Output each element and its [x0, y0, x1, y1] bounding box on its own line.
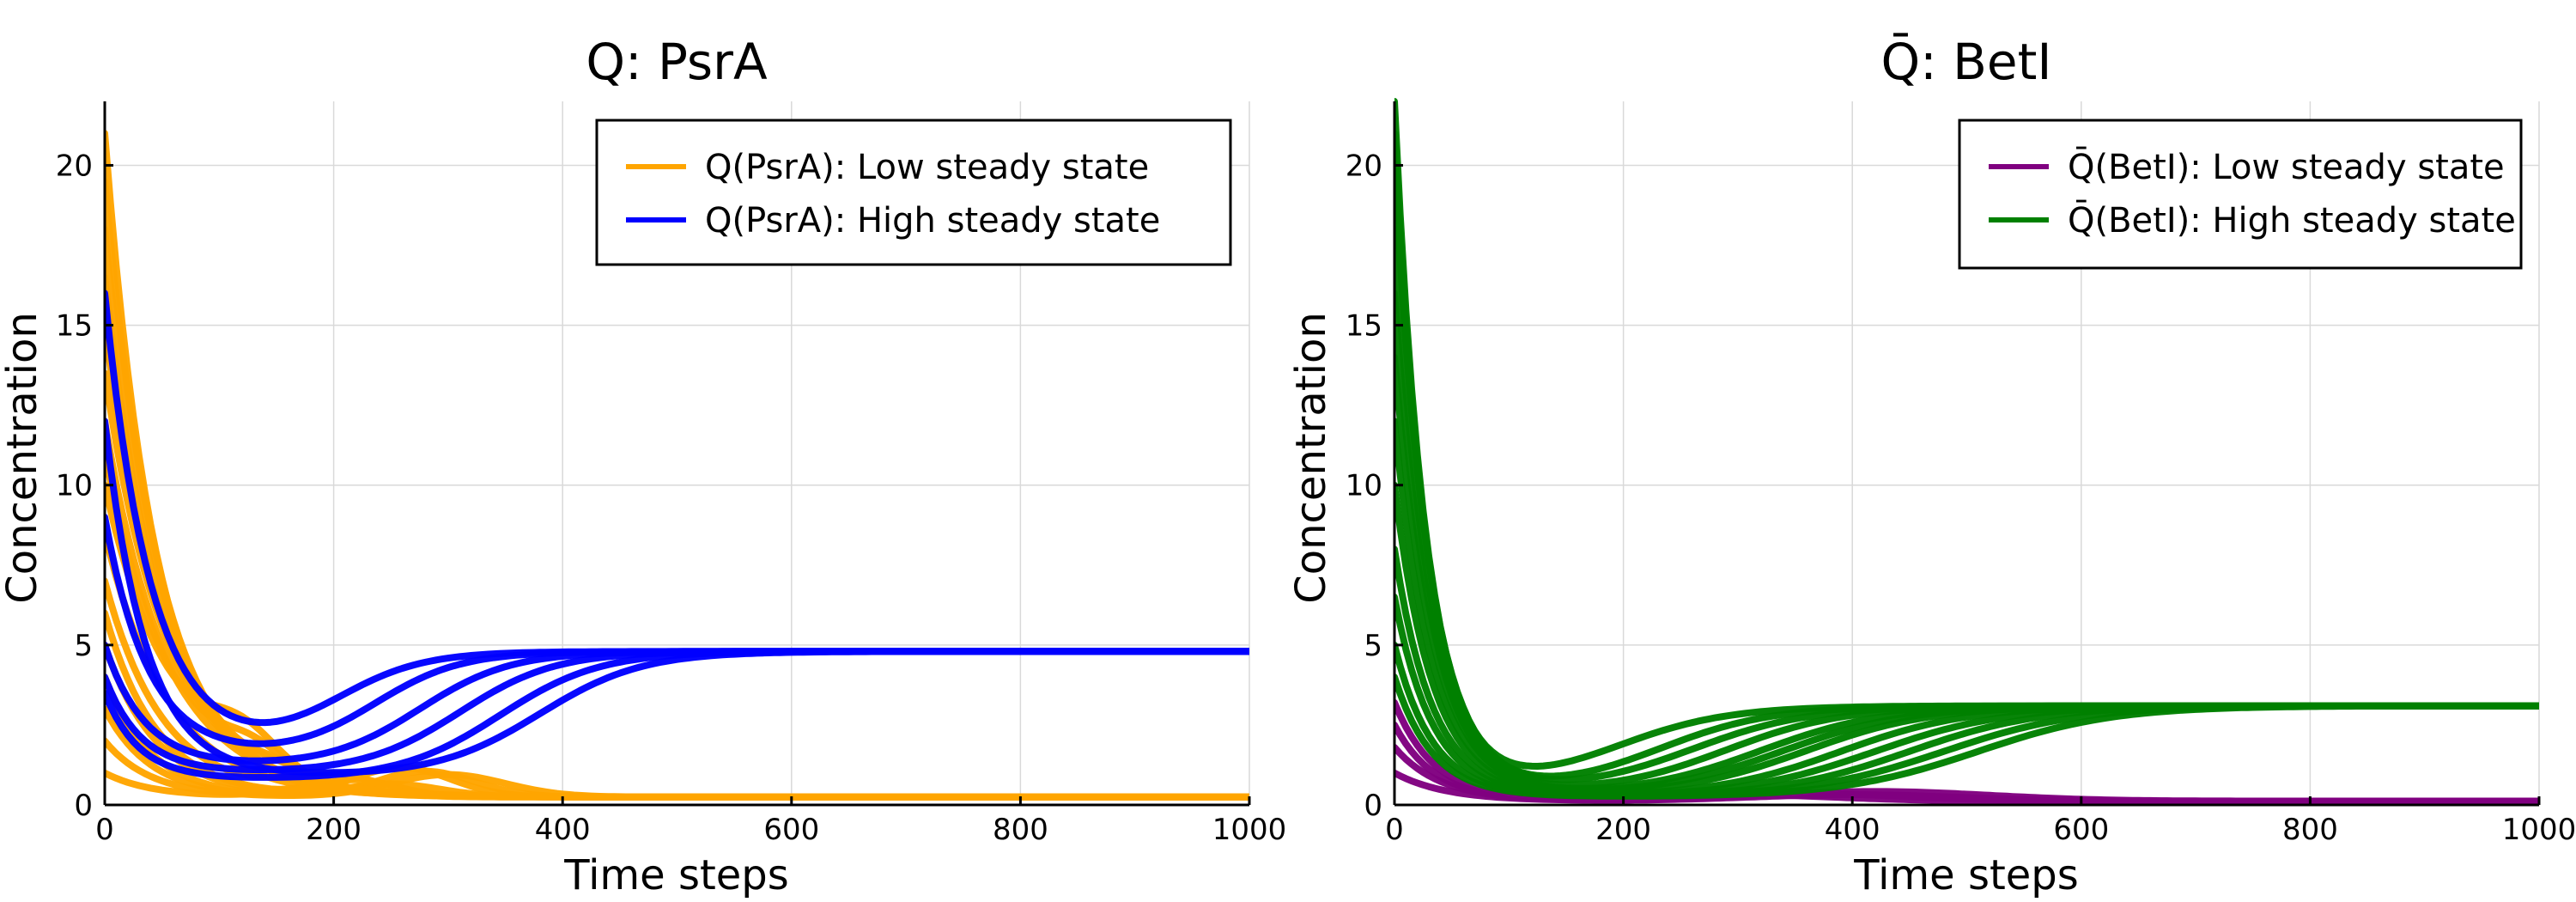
legend: Q(PsrA): Low steady state Q(PsrA): High s…	[595, 119, 1232, 266]
legend-entry: Q̄(BetI): High steady state	[2068, 199, 2516, 241]
series-line	[105, 417, 1249, 777]
x-tick-label: 1000	[1212, 813, 1287, 847]
y-tick-label: 10	[56, 469, 93, 503]
series-group	[105, 289, 1249, 781]
y-tick-label: 20	[1346, 149, 1382, 183]
legend-box	[1958, 119, 2523, 270]
y-tick-label: 0	[74, 789, 93, 823]
panel-beti: Q̄: BetI Time steps Concentration 0 200 40…	[1287, 31, 2576, 899]
y-tick-label: 10	[1346, 469, 1382, 503]
legend-entry: Q(PsrA): Low steady state	[705, 148, 1149, 187]
y-tick-label: 5	[74, 629, 93, 663]
legend-box	[595, 119, 1232, 266]
panel-psra: Q: PsrA Time steps Concentration 0 200 400…	[0, 33, 1286, 899]
legend-entry: Q̄(BetI): Low steady state	[2068, 146, 2505, 187]
x-tick-label: 400	[1825, 813, 1880, 847]
series-line	[1394, 769, 2539, 805]
legend: Q̄(BetI): Low steady state Q̄(BetI): High…	[1958, 119, 2523, 270]
y-tick-label: 5	[1364, 629, 1382, 663]
series-line	[105, 514, 1249, 747]
y-tick-label: 0	[1364, 789, 1382, 823]
x-tick-label: 800	[993, 813, 1048, 847]
y-axis-label: Concentration	[1287, 312, 1335, 604]
series-line	[1394, 225, 2539, 789]
series-line	[105, 178, 1249, 801]
series-group	[105, 130, 1249, 801]
x-axis-label: Time steps	[1853, 851, 2079, 899]
series-line	[105, 577, 1249, 801]
x-tick-label: 600	[2053, 813, 2109, 847]
series-group	[1394, 98, 2539, 800]
x-tick-label: 600	[763, 813, 819, 847]
series-line	[105, 481, 1249, 801]
chart-title: Q̄: BetI	[1881, 31, 2052, 91]
y-tick-label: 20	[56, 149, 93, 183]
legend-entry: Q(PsrA): High steady state	[705, 201, 1160, 241]
y-axis-label: Concentration	[0, 312, 46, 604]
series-line	[105, 225, 1249, 801]
x-tick-label: 200	[1595, 813, 1651, 847]
y-tick-label: 15	[1346, 309, 1382, 344]
x-tick-label: 400	[535, 813, 591, 847]
y-tick-label: 15	[56, 309, 93, 344]
series-line	[105, 321, 1249, 801]
series-line	[1394, 673, 2539, 800]
series-line	[105, 769, 1249, 801]
x-tick-label: 200	[306, 813, 361, 847]
x-tick-label: 800	[2282, 813, 2338, 847]
x-tick-label: 1000	[2502, 813, 2576, 847]
series-line	[105, 369, 1249, 801]
chart-title: Q: PsrA	[586, 33, 768, 91]
x-tick-label: 0	[1385, 813, 1404, 847]
x-tick-label: 0	[95, 813, 114, 847]
x-axis-label: Time steps	[563, 851, 789, 899]
